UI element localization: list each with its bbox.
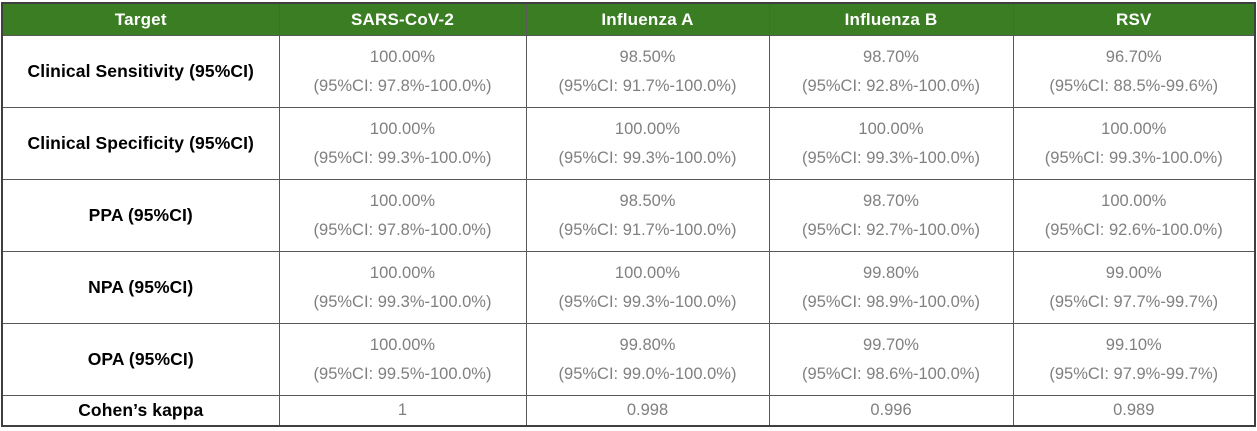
metric-value: 99.10%: [1105, 335, 1162, 354]
metric-ci: (95%CI: 98.9%-100.0%): [802, 293, 980, 311]
metric-ci: (95%CI: 97.7%-99.7%): [1049, 293, 1219, 311]
cell-opa-sars: 100.00% (95%CI: 99.5%-100.0%): [278, 323, 527, 396]
metric-ci: (95%CI: 99.3%-100.0%): [558, 149, 737, 167]
column-header-influenza-b: Influenza B: [768, 2, 1014, 36]
cell-kappa-sars: 1: [278, 395, 527, 426]
metric-value: 98.50%: [619, 191, 676, 210]
metric-ci: (95%CI: 99.3%-100.0%): [1044, 149, 1223, 167]
table-row-npa: NPA (95%CI) 100.00% (95%CI: 99.3%-100.0%…: [1, 251, 1256, 324]
metric-value: 100.00%: [369, 335, 436, 354]
metric-value: 96.70%: [1105, 47, 1162, 66]
metric-ci: (95%CI: 97.8%-100.0%): [313, 221, 492, 239]
cell-ppa-sars: 100.00% (95%CI: 97.8%-100.0%): [278, 179, 527, 252]
metric-value: 100.00%: [369, 191, 436, 210]
cell-specificity-sars: 100.00% (95%CI: 99.3%-100.0%): [278, 107, 527, 180]
metric-value: 99.70%: [863, 335, 919, 354]
metric-value: 98.70%: [863, 191, 919, 210]
table-row-ppa: PPA (95%CI) 100.00% (95%CI: 97.8%-100.0%…: [1, 179, 1256, 252]
metric-value: 100.00%: [614, 263, 681, 282]
metric-ci: (95%CI: 99.3%-100.0%): [313, 149, 492, 167]
cell-kappa-flu-a: 0.998: [525, 395, 770, 426]
cell-kappa-rsv: 0.989: [1012, 395, 1256, 426]
metric-ci: (95%CI: 99.3%-100.0%): [802, 149, 980, 167]
metric-value: 100.00%: [1101, 119, 1167, 138]
row-label-ppa: PPA (95%CI): [1, 179, 280, 252]
row-label-clinical-specificity: Clinical Specificity (95%CI): [1, 107, 280, 180]
cell-kappa-flu-b: 0.996: [768, 395, 1014, 426]
metric-ci: (95%CI: 92.6%-100.0%): [1044, 221, 1223, 239]
metric-ci: (95%CI: 92.7%-100.0%): [802, 221, 980, 239]
table-row-clinical-sensitivity: Clinical Sensitivity (95%CI) 100.00% (95…: [1, 35, 1256, 108]
metric-ci: (95%CI: 91.7%-100.0%): [558, 77, 737, 95]
cell-npa-flu-b: 99.80% (95%CI: 98.9%-100.0%): [768, 251, 1014, 324]
metric-value: 100.00%: [369, 119, 436, 138]
cell-sensitivity-sars: 100.00% (95%CI: 97.8%-100.0%): [278, 35, 527, 108]
header-row: Target SARS-CoV-2 Influenza A Influenza …: [1, 2, 1256, 36]
cell-opa-flu-b: 99.70% (95%CI: 98.6%-100.0%): [768, 323, 1014, 396]
table-row-opa: OPA (95%CI) 100.00% (95%CI: 99.5%-100.0%…: [1, 323, 1256, 396]
cell-npa-rsv: 99.00% (95%CI: 97.7%-99.7%): [1012, 251, 1256, 324]
table-row-clinical-specificity: Clinical Specificity (95%CI) 100.00% (95…: [1, 107, 1256, 180]
metric-value: 100.00%: [369, 47, 436, 66]
column-header-target: Target: [1, 2, 280, 36]
metric-value: 98.50%: [619, 47, 676, 66]
metric-ci: (95%CI: 88.5%-99.6%): [1049, 77, 1219, 95]
metric-ci: (95%CI: 97.9%-99.7%): [1049, 365, 1219, 383]
cell-specificity-flu-a: 100.00% (95%CI: 99.3%-100.0%): [525, 107, 770, 180]
row-label-clinical-sensitivity: Clinical Sensitivity (95%CI): [1, 35, 280, 108]
row-label-opa: OPA (95%CI): [1, 323, 280, 396]
cell-npa-flu-a: 100.00% (95%CI: 99.3%-100.0%): [525, 251, 770, 324]
metric-ci: (95%CI: 97.8%-100.0%): [313, 77, 492, 95]
cell-opa-rsv: 99.10% (95%CI: 97.9%-99.7%): [1012, 323, 1256, 396]
metric-value: 100.00%: [858, 119, 924, 138]
table-row-cohens-kappa: Cohen’s kappa 1 0.998 0.996 0.989: [1, 395, 1256, 426]
cell-opa-flu-a: 99.80% (95%CI: 99.0%-100.0%): [525, 323, 770, 396]
metric-value: 100.00%: [369, 263, 436, 282]
column-header-influenza-a: Influenza A: [525, 2, 770, 36]
row-label-npa: NPA (95%CI): [1, 251, 280, 324]
metric-value: 99.80%: [863, 263, 919, 282]
metric-ci: (95%CI: 98.6%-100.0%): [802, 365, 980, 383]
cell-ppa-flu-a: 98.50% (95%CI: 91.7%-100.0%): [525, 179, 770, 252]
row-label-cohens-kappa: Cohen’s kappa: [1, 395, 280, 426]
cell-specificity-rsv: 100.00% (95%CI: 99.3%-100.0%): [1012, 107, 1256, 180]
metric-ci: (95%CI: 99.5%-100.0%): [313, 365, 492, 383]
metric-ci: (95%CI: 99.3%-100.0%): [558, 293, 737, 311]
column-header-sars-cov-2: SARS-CoV-2: [278, 2, 527, 36]
metric-value: 98.70%: [863, 47, 919, 66]
metric-ci: (95%CI: 99.0%-100.0%): [558, 365, 737, 383]
metric-ci: (95%CI: 91.7%-100.0%): [558, 221, 737, 239]
cell-ppa-rsv: 100.00% (95%CI: 92.6%-100.0%): [1012, 179, 1256, 252]
column-header-rsv: RSV: [1012, 2, 1256, 36]
metric-ci: (95%CI: 92.8%-100.0%): [802, 77, 980, 95]
cell-sensitivity-rsv: 96.70% (95%CI: 88.5%-99.6%): [1012, 35, 1256, 108]
cell-sensitivity-flu-a: 98.50% (95%CI: 91.7%-100.0%): [525, 35, 770, 108]
cell-specificity-flu-b: 100.00% (95%CI: 99.3%-100.0%): [768, 107, 1014, 180]
cell-ppa-flu-b: 98.70% (95%CI: 92.7%-100.0%): [768, 179, 1014, 252]
metric-ci: (95%CI: 99.3%-100.0%): [313, 293, 492, 311]
metric-value: 100.00%: [1101, 191, 1167, 210]
metric-value: 100.00%: [614, 119, 681, 138]
cell-npa-sars: 100.00% (95%CI: 99.3%-100.0%): [278, 251, 527, 324]
cell-sensitivity-flu-b: 98.70% (95%CI: 92.8%-100.0%): [768, 35, 1014, 108]
metric-value: 99.80%: [619, 335, 676, 354]
metric-value: 99.00%: [1105, 263, 1162, 282]
